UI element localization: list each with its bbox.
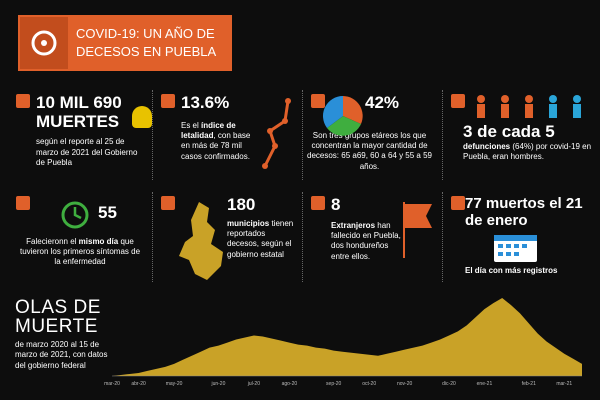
card-icon [16, 196, 30, 210]
card-text: Son tres grupos etáreos los que concentr… [305, 131, 434, 173]
x-tick-label: ene-21 [477, 381, 493, 387]
x-tick-label: jun-20 [210, 381, 225, 387]
text: han fallecido en Puebla, dos hondureños … [331, 220, 401, 261]
chart: mar-20 abr-20 may-20 jun-20 jul-20 ago-20 sep-… [104, 298, 582, 387]
figure: 3 de cada 5 [463, 122, 555, 142]
card-icon [311, 196, 325, 210]
virus-icon [20, 17, 68, 69]
figure: 180 [227, 195, 256, 214]
card-icon [451, 94, 465, 108]
header: COVID-19: UN AÑO DE DECESOS EN PUEBLA [18, 15, 232, 71]
clock-icon [61, 201, 89, 229]
x-tick-label: oct-20 [362, 381, 376, 387]
text: Son tres grupos etáreos los que concentr… [307, 130, 432, 171]
separator [152, 90, 153, 180]
card-text: Es el índice de letalidad, con base en m… [181, 121, 261, 163]
x-tick-label: may-20 [166, 381, 183, 387]
separator [442, 192, 443, 282]
figure: 77 muertos el 21 de enero [465, 195, 583, 229]
text: Es el [181, 120, 202, 130]
card-text: Extranjeros han fallecido en Puebla, dos… [331, 221, 406, 263]
card: 10 MIL 690 MUERTES según el reporte al 25… [10, 88, 152, 183]
figure: 10 MIL 690 [36, 93, 122, 112]
text: municipios [227, 218, 270, 228]
card: 77 muertos el 21 de enero El día con más… [445, 190, 600, 285]
text: (64%) por covid-19 en Puebla, eran hombr… [463, 142, 592, 162]
card-icon [16, 94, 30, 108]
area [112, 298, 582, 376]
card: 13.6% Es el índice de letalidad, con bas… [155, 88, 300, 183]
pie-icon [323, 96, 363, 136]
text: Falecieronn el [26, 236, 79, 246]
virus-svg [31, 30, 57, 56]
text: tienen reportados decesos, según el gobi… [227, 218, 294, 259]
chart-subtitle: de marzo 2020 al 15 de marzo de 2021, co… [15, 340, 108, 370]
text: Extranjeros [331, 220, 376, 230]
card-icon [451, 196, 465, 210]
figure: 42% [365, 93, 400, 112]
flag-icon [403, 202, 432, 258]
figure: 55 [98, 203, 117, 222]
separator [302, 90, 303, 180]
text: que tuvieron los primeros síntomas de la… [19, 236, 141, 267]
calendar-icon [494, 235, 537, 262]
x-tick-label: mar-20 [104, 381, 120, 387]
figure: 13.6% [181, 93, 230, 112]
figure: MUERTES [36, 111, 120, 131]
card: 180 municipios tienen reportados decesos… [155, 190, 300, 290]
x-tick-label: jul-20 [247, 381, 260, 387]
card: 8 Extranjeros han fallecido en Puebla, d… [305, 190, 440, 285]
card: 55 Falecieronn el mismo día que tuvieron… [10, 190, 150, 285]
card-text: defunciones (64%) por covid-19 en Puebla… [463, 142, 594, 163]
map-icon [179, 202, 223, 280]
trend-icon [262, 98, 291, 169]
x-tick-label: feb-21 [522, 381, 536, 387]
text: según el reporte al 25 de marzo de 2021 … [36, 137, 138, 168]
text: mismo día [78, 236, 119, 246]
x-tick-label: mar-21 [556, 381, 572, 387]
x-tick-label: sep-20 [326, 381, 342, 387]
card-icon [311, 94, 325, 108]
card-text: Falecieronn el mismo día que tuvieron lo… [16, 237, 144, 268]
card: 42% Son tres grupos etáreos los que conc… [305, 88, 440, 183]
card: 3 de cada 5 defunciones (64%) por covid-… [445, 88, 600, 183]
x-tick-label: dic-20 [442, 381, 456, 387]
text: El día con más registros [465, 266, 558, 276]
text: índice de letalidad [181, 120, 236, 141]
separator [152, 192, 153, 282]
card-icon [161, 196, 175, 210]
card-text: según el reporte al 25 de marzo de 2021 … [36, 137, 144, 168]
card-text: municipios tienen reportados decesos, se… [227, 219, 294, 261]
text: defunciones [463, 142, 511, 152]
figure: 8 [331, 195, 341, 214]
card-icon [161, 94, 175, 108]
people-icon [477, 95, 581, 118]
chart-title: OLAS DE MUERTE [15, 297, 101, 337]
separator [302, 192, 303, 282]
x-tick-label: ago-20 [282, 381, 298, 387]
x-tick-label: abr-20 [131, 381, 146, 387]
x-tick-label: nov-20 [397, 381, 413, 387]
header-title: COVID-19: UN AÑO DE DECESOS EN PUEBLA [76, 26, 217, 59]
card-text: El día con más registros [465, 266, 594, 276]
separator [442, 90, 443, 180]
text: , con base en más de 78 mil casos confir… [181, 131, 251, 161]
skull-icon [132, 106, 152, 128]
